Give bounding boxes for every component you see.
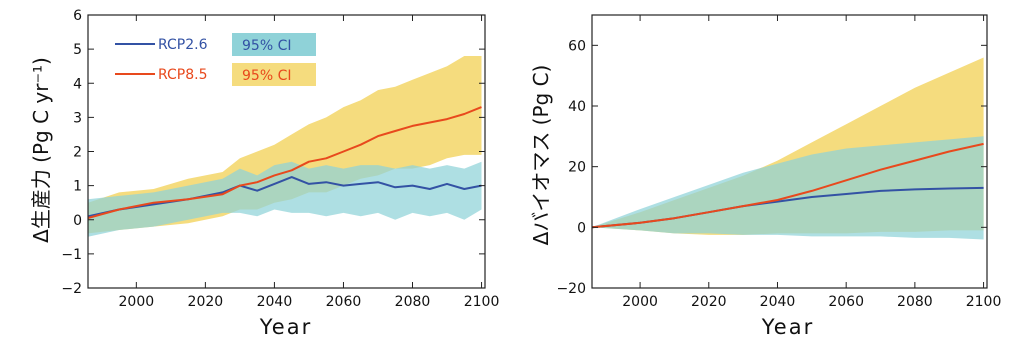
right-x-tick-label: 2020 [691,294,727,310]
left-x-tick-label: 2080 [395,294,431,310]
left-x-tick-label: 2060 [326,294,362,310]
right-rcp26-ci-band [592,136,984,239]
right-y-tick-label: 60 [568,38,586,54]
right-y-tick-label: 20 [568,160,586,176]
left-y-tick-label: 5 [73,42,82,58]
left-y-tick-label: 4 [73,76,82,92]
left-legend: RCP2.6 95% CI RCP8.5 95% CI [115,33,316,86]
left-x-tick-label: 2040 [257,294,293,310]
right-ci-bands [592,58,984,240]
legend-rcp26-ci-label: 95% CI [242,38,291,54]
left-panel: 2000 2020 2040 2060 2080 2100 −2 −1 0 1 2 3 4 5 6 Δ生産力… [29,8,499,339]
left-y-axis-label: Δ生産力 (Pg C yr⁻¹) [29,57,53,243]
right-y-tick-label: 40 [568,99,586,115]
legend-rcp85-label: RCP8.5 [158,67,208,83]
right-y-axis-label: Δバイオマス (Pg C) [529,65,553,246]
right-x-tick-label: 2040 [760,294,796,310]
right-x-tick-label: 2100 [966,294,1002,310]
left-x-tick-label: 2000 [119,294,155,310]
left-y-tick-label: −1 [61,247,82,263]
right-x-tick-label: 2060 [828,294,864,310]
left-y-tick-label: 0 [73,213,82,229]
right-y-tick-label: 0 [577,220,586,236]
right-x-axis-label: Year [761,315,814,339]
left-x-tick-label: 2020 [188,294,224,310]
left-x-tick-label: 2100 [464,294,500,310]
right-x-tick-label: 2000 [622,294,658,310]
right-y-tick-label: −20 [556,281,586,297]
legend-rcp26-label: RCP2.6 [158,37,208,53]
left-y-tick-label: 1 [73,179,82,195]
left-y-tick-label: 6 [73,8,82,24]
left-x-axis-label: Year [259,315,312,339]
left-y-tick-label: −2 [61,281,82,297]
right-x-tick-label: 2080 [897,294,933,310]
left-y-tick-label: 2 [73,145,82,161]
left-y-tick-label: 3 [73,110,82,126]
legend-rcp85-ci-label: 95% CI [242,68,291,84]
